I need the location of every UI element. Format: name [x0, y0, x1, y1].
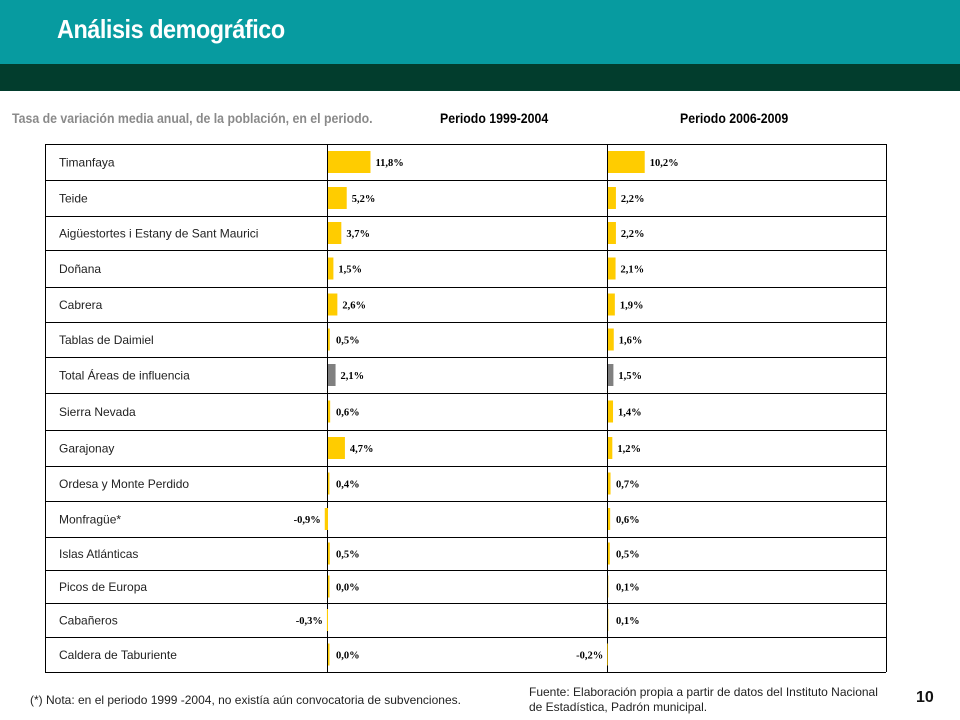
category-label: Doñana [59, 262, 101, 276]
data-label: -0,3% [296, 616, 323, 627]
data-label: 0,6% [336, 408, 360, 419]
data-label: 5,2% [352, 194, 376, 205]
category-label: Sierra Nevada [59, 405, 136, 419]
data-label: 2,6% [342, 301, 366, 312]
category-label: Monfragüe* [59, 513, 121, 527]
data-bar [608, 222, 616, 244]
data-bar [608, 257, 616, 280]
data-label: 0,6% [616, 515, 640, 526]
data-bar [608, 364, 614, 386]
data-bar [328, 151, 371, 173]
data-label: 1,4% [618, 408, 642, 419]
header-stripe [0, 64, 960, 91]
data-label: 0,0% [336, 651, 360, 662]
data-bar [608, 437, 613, 459]
data-label: 0,5% [336, 550, 360, 561]
data-bar [608, 400, 614, 423]
data-label: 3,7% [346, 229, 370, 240]
data-label: 1,6% [619, 336, 643, 347]
data-bar [328, 222, 342, 244]
data-label: 0,5% [336, 336, 360, 347]
data-label: 0,1% [616, 583, 640, 594]
data-bar [608, 187, 616, 209]
data-label: 1,9% [620, 301, 644, 312]
category-label: Islas Atlánticas [59, 547, 138, 561]
data-label: 2,2% [621, 194, 645, 205]
data-label: 4,7% [350, 444, 374, 455]
data-bar [328, 437, 345, 459]
data-label: 1,2% [617, 444, 641, 455]
data-label: 11,8% [375, 158, 403, 169]
category-label: Garajonay [59, 442, 114, 456]
category-label: Ordesa y Monte Perdido [59, 477, 189, 491]
category-label: Tablas de Daimiel [59, 333, 154, 347]
data-label: 0,4% [336, 480, 360, 491]
data-label: 10,2% [650, 158, 679, 169]
data-bar [328, 542, 330, 565]
data-label: -0,2% [576, 651, 603, 662]
data-bar [608, 542, 610, 565]
data-bar [608, 508, 611, 530]
data-bar [608, 293, 615, 316]
data-bar [608, 328, 614, 351]
data-label: 1,5% [338, 265, 362, 276]
chart-subtitle: Tasa de variación media anual, de la pob… [12, 110, 373, 126]
category-label: Total Áreas de influencia [59, 368, 190, 383]
category-label: Timanfaya [59, 156, 115, 170]
category-label: Cabrera [59, 298, 103, 312]
data-label: 2,1% [621, 265, 645, 276]
data-label: 2,2% [621, 229, 645, 240]
page-number: 10 [916, 689, 934, 706]
data-bar [328, 364, 336, 386]
data-bar [328, 293, 338, 316]
data-bar [328, 643, 330, 666]
footnote: (*) Nota: en el periodo 1999 -2004, no e… [30, 693, 461, 707]
data-label: 1,5% [618, 371, 642, 382]
category-label: Cabañeros [59, 614, 118, 628]
data-bar [324, 508, 328, 530]
period-1-heading: Periodo 1999-2004 [440, 110, 549, 126]
data-label: 0,0% [336, 583, 360, 594]
data-label: -0,9% [294, 515, 321, 526]
data-label: 0,7% [616, 480, 640, 491]
period-2-heading: Periodo 2006-2009 [680, 110, 789, 126]
data-bar [328, 328, 330, 351]
data-label: 2,1% [341, 371, 365, 382]
data-label: 0,5% [616, 550, 640, 561]
category-label: Aigüestortes i Estany de Sant Maurici [59, 227, 258, 241]
category-label: Picos de Europa [59, 580, 147, 594]
data-bar [326, 609, 328, 631]
data-bar [328, 257, 334, 280]
data-bar [328, 400, 331, 423]
category-label: Caldera de Taburiente [59, 648, 177, 662]
page-title: Análisis demográfico [57, 14, 285, 44]
data-bar [608, 151, 645, 173]
data-bar [328, 472, 330, 495]
header-band [0, 0, 960, 64]
data-bar [328, 187, 347, 209]
category-label: Teide [59, 192, 88, 206]
data-bar [328, 575, 330, 598]
data-bar [608, 472, 611, 495]
source-note: Fuente: Elaboración propia a partir de d… [529, 685, 878, 714]
data-bar [607, 643, 608, 666]
data-label: 0,1% [616, 616, 640, 627]
